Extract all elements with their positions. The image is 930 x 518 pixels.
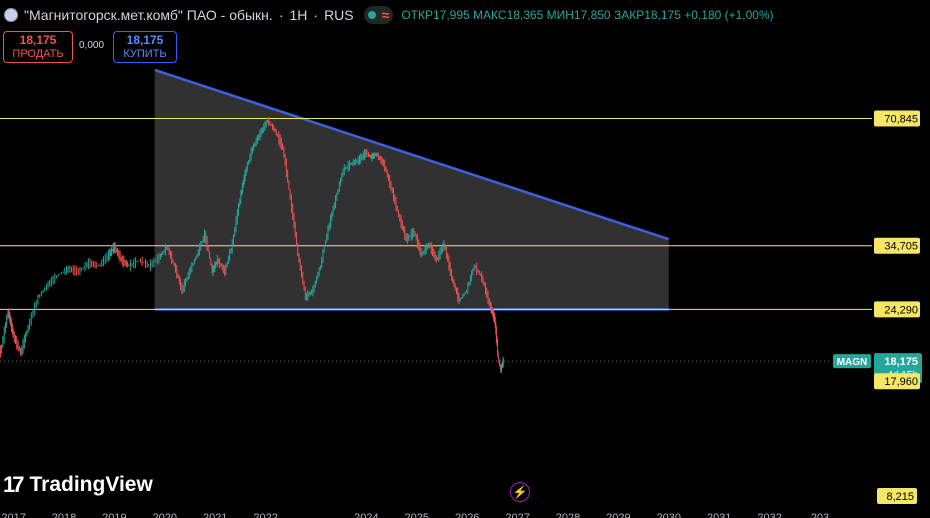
symbol-tag xyxy=(833,354,871,369)
chart-header: "Магнитогорск.мет.комб" ПАО - обыкн. · 1… xyxy=(0,0,880,30)
horizontal-levels[interactable] xyxy=(0,117,872,362)
price-series xyxy=(0,117,504,373)
low-value: 17,850 xyxy=(573,8,611,22)
symbol-logo-icon xyxy=(4,8,18,22)
close-label: ЗАКР xyxy=(613,8,645,22)
low-tag-label: 17,960 xyxy=(884,376,918,388)
x-tick-label[interactable]: 2032 xyxy=(757,512,781,518)
symbol-tag-label: MAGN xyxy=(837,357,868,368)
x-tick-label[interactable]: 2022 xyxy=(253,512,277,518)
low-tag xyxy=(874,373,920,390)
symbol-title[interactable]: "Магнитогорск.мет.комб" ПАО - обыкн. xyxy=(24,7,273,23)
level-tag-label: 70,845 xyxy=(884,113,918,125)
interval-label[interactable]: 1H xyxy=(289,7,308,23)
x-tick-label[interactable]: 2024 xyxy=(354,512,378,518)
buy-price: 18,175 xyxy=(126,33,164,47)
sell-button[interactable]: 18,175 ПРОДАТЬ xyxy=(3,31,73,63)
open-label: ОТКР xyxy=(401,8,433,22)
tradingview-wordmark: TradingView xyxy=(29,473,153,496)
x-tick-label[interactable]: 2026 xyxy=(455,512,479,518)
buy-label: КУПИТЬ xyxy=(123,48,167,60)
x-axis[interactable]: 2017 2018 2019 2020 2021 2022 2024 2025 2026 2027… xyxy=(1,512,829,518)
last-price-label: 18,175 xyxy=(884,356,918,368)
low-label: МИН xyxy=(546,8,574,22)
separator-dot: · xyxy=(313,7,319,23)
lightning-icon[interactable]: ⚡ xyxy=(510,482,530,502)
open-value: 17,995 xyxy=(432,8,470,22)
x-tick-label[interactable]: 2028 xyxy=(556,512,580,518)
x-tick-label[interactable]: 2029 xyxy=(606,512,630,518)
bottom-tag-label: 8,215 xyxy=(886,491,914,503)
buy-button[interactable]: 18,175 КУПИТЬ xyxy=(113,31,177,63)
level-tag-label: 34,705 xyxy=(884,241,918,253)
spread-value: 0,000 xyxy=(79,40,105,51)
upper-trendline[interactable] xyxy=(154,68,670,241)
x-tick-label[interactable]: 2017 xyxy=(1,512,25,518)
x-tick-label[interactable]: 2021 xyxy=(203,512,227,518)
x-tick-label[interactable]: 2019 xyxy=(102,512,126,518)
level-tag xyxy=(874,110,920,127)
sell-label: ПРОДАТЬ xyxy=(12,48,64,60)
close-value: 18,175 xyxy=(644,8,681,22)
x-tick-label[interactable]: 2018 xyxy=(52,512,76,518)
x-tick-label[interactable]: 2025 xyxy=(405,512,429,518)
bottom-tag xyxy=(877,488,917,504)
high-label: МАКС xyxy=(473,8,507,22)
x-tick-label[interactable]: 2031 xyxy=(707,512,731,518)
separator-dot: · xyxy=(278,7,284,23)
level-tag xyxy=(874,237,920,254)
level-tag xyxy=(874,301,920,318)
x-tick-label[interactable]: 203 xyxy=(811,512,829,518)
market-status-pill[interactable]: ≈ xyxy=(363,6,394,24)
wave-icon: ≈ xyxy=(381,7,390,23)
high-value: 18,365 xyxy=(506,8,544,22)
exchange-label[interactable]: RUS xyxy=(324,7,354,23)
change-value: +0,180 (+1,00%) xyxy=(684,8,774,22)
triangle-pattern[interactable] xyxy=(154,68,670,311)
x-tick-label[interactable]: 2030 xyxy=(657,512,681,518)
x-tick-label[interactable]: 2027 xyxy=(505,512,529,518)
tradingview-branding[interactable]: 17 TradingView xyxy=(3,472,153,498)
market-open-icon xyxy=(367,11,376,19)
triangle-fill[interactable] xyxy=(154,69,669,310)
x-tick-label[interactable]: 2020 xyxy=(153,512,177,518)
tradingview-logo-icon: 17 xyxy=(3,472,25,497)
ohlc-readout: ОТКР17,995 МАКС18,365 МИН17,850 ЗАКР18,1… xyxy=(401,8,773,22)
level-tag-label: 24,290 xyxy=(884,304,918,316)
sell-price: 18,175 xyxy=(19,33,57,47)
